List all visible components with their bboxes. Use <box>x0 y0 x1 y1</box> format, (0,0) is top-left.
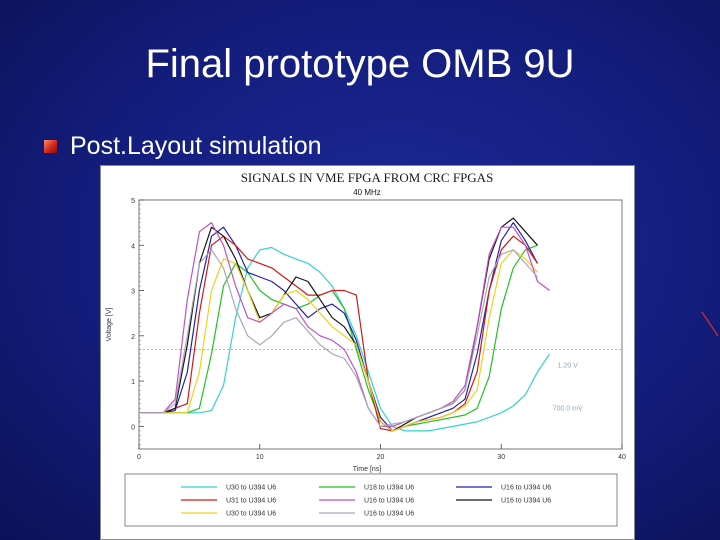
x-tick-label: 40 <box>618 454 626 461</box>
y-tick-label: 3 <box>131 289 135 296</box>
chart-subtitle: 40 MHz <box>353 188 381 197</box>
annotation-0: 1.20 V <box>558 363 579 370</box>
x-tick-label: 10 <box>256 454 264 461</box>
decorative-line <box>701 311 719 337</box>
y-tick-label: 0 <box>131 424 135 431</box>
series-line-2 <box>139 221 539 432</box>
legend-label: U31 to U394 U6 <box>226 498 276 505</box>
series-line-0 <box>139 246 551 432</box>
x-tick-label: 0 <box>137 454 141 461</box>
series-line-6 <box>139 221 550 427</box>
annotation-1: 700.0 mV <box>553 406 583 413</box>
y-tick-label: 1 <box>131 379 135 386</box>
series-line-7 <box>139 249 538 427</box>
simulation-chart: SIGNALS IN VME FPGA FROM CRC FPGAS 40 MHz… <box>100 165 635 540</box>
legend-label: U30 to U394 U6 <box>226 511 276 518</box>
legend-label: U16 to U394 U6 <box>364 498 414 505</box>
bullet-text: Post.Layout simulation <box>70 132 322 160</box>
slide-title: Final prototype OMB 9U <box>145 42 575 86</box>
y-axis-label: Voltage [V] <box>106 308 113 342</box>
series-line-3 <box>139 235 538 432</box>
series-line-5 <box>139 249 538 432</box>
series-line-1 <box>139 244 538 432</box>
y-tick-label: 2 <box>131 334 135 341</box>
x-tick-label: 20 <box>377 454 385 461</box>
y-tick-label: 5 <box>131 198 135 205</box>
y-tick-label: 4 <box>131 243 135 250</box>
chart-svg: SIGNALS IN VME FPGA FROM CRC FPGAS 40 MHz… <box>106 170 626 527</box>
legend-label: U30 to U394 U6 <box>226 485 276 492</box>
legend-label: U16 to U394 U6 <box>501 485 551 492</box>
chart-title: SIGNALS IN VME FPGA FROM CRC FPGAS <box>241 170 494 185</box>
x-tick-label: 30 <box>497 454 505 461</box>
x-axis-label: Time [ns] <box>353 466 382 473</box>
legend-label: U16 to U394 U6 <box>501 498 551 505</box>
bullet-square-icon <box>44 140 57 153</box>
legend-label: U16 to U394 U6 <box>364 511 414 518</box>
bullet-item: Post.Layout simulation <box>44 132 322 161</box>
legend-label: U18 to U394 U6 <box>364 485 414 492</box>
legend-box <box>124 473 618 527</box>
